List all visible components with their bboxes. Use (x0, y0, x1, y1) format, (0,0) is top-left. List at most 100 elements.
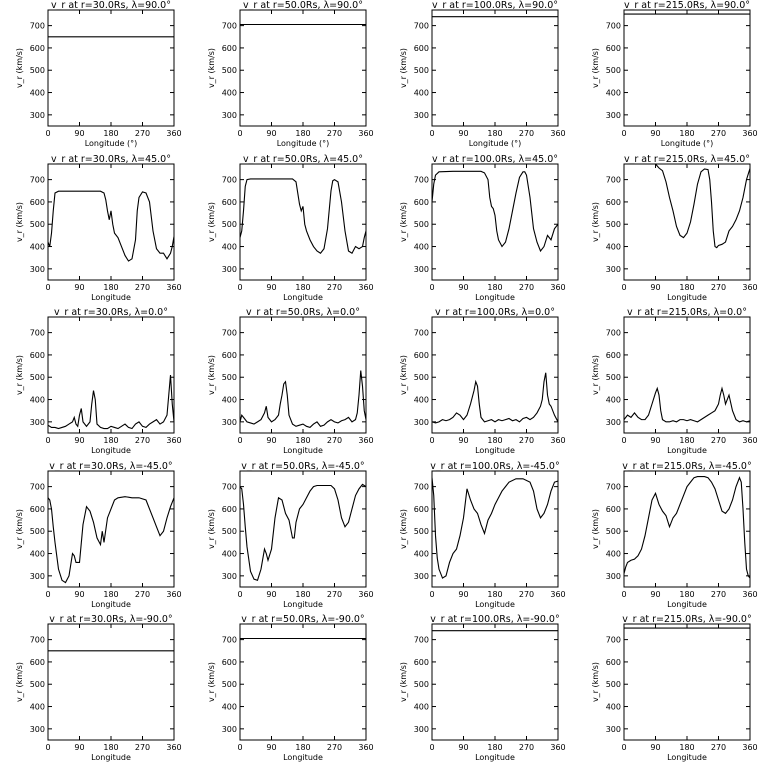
y-tick-label: 400 (30, 396, 45, 405)
x-tick-label: 270 (135, 743, 150, 752)
y-tick-label: 400 (222, 89, 237, 98)
series-line (48, 375, 174, 430)
chart-title: v_r at r=30.0Rs, λ=90.0° (51, 0, 171, 11)
x-axis-label: Longitude (283, 600, 323, 609)
chart-panel: v_r at r=30.0Rs, λ=0.0° 0 90 180 270 360 300 40… (0, 307, 192, 461)
y-axis-label: v_r (km/s) (15, 355, 24, 395)
y-axis-label: v_r (km/s) (399, 509, 408, 549)
x-tick-label: 0 (621, 129, 626, 138)
chart-svg: v_r at r=30.0Rs, λ=90.0° 0 90 180 270 360 300 4… (15, 0, 182, 148)
x-tick-label: 90 (458, 129, 468, 138)
series-line (48, 190, 174, 262)
x-tick-label: 0 (45, 743, 50, 752)
x-tick-label: 270 (135, 436, 150, 445)
y-tick-label: 500 (30, 527, 45, 536)
plot-frame (623, 9, 751, 127)
y-tick-label: 700 (30, 22, 45, 31)
x-axis-label: Longitude (667, 600, 707, 609)
y-tick-label: 500 (414, 66, 429, 75)
x-tick-label: 270 (327, 436, 342, 445)
series-line (240, 370, 366, 429)
x-tick-label: 270 (519, 743, 534, 752)
x-tick-label: 180 (295, 743, 310, 752)
y-tick-label: 400 (30, 242, 45, 251)
y-tick-label: 700 (414, 329, 429, 338)
x-tick-label: 360 (550, 743, 565, 752)
series-line (240, 483, 366, 581)
y-tick-label: 500 (414, 373, 429, 382)
y-tick-label: 600 (606, 658, 621, 667)
x-axis-label: Longitude (91, 293, 131, 302)
chart-title: v_r at r=50.0Rs, λ=0.0° (246, 307, 360, 318)
y-tick-label: 400 (414, 549, 429, 558)
plot-frame (239, 163, 367, 281)
series-line (624, 386, 750, 423)
chart-title: v_r at r=50.0Rs, λ=-90.0° (241, 614, 364, 625)
x-tick-label: 90 (650, 590, 660, 599)
y-axis-label: v_r (km/s) (591, 48, 600, 88)
chart-svg: v_r at r=50.0Rs, λ=45.0° 0 90 180 270 360 300 4… (207, 154, 374, 302)
x-axis-label: Longitude (475, 293, 515, 302)
x-tick-label: 360 (550, 590, 565, 599)
x-tick-label: 0 (237, 283, 242, 292)
y-axis-label: v_r (km/s) (15, 48, 24, 88)
chart-panel: v_r at r=30.0Rs, λ=90.0° 0 90 180 270 360 300 4… (0, 0, 192, 154)
y-tick-label: 300 (30, 418, 45, 427)
plot-frame (47, 316, 175, 434)
x-axis-label: Longitude (475, 446, 515, 455)
chart-title: v_r at r=50.0Rs, λ=90.0° (243, 0, 363, 11)
x-tick-label: 180 (103, 743, 118, 752)
x-tick-label: 360 (742, 129, 757, 138)
y-tick-label: 300 (414, 725, 429, 734)
y-tick-label: 500 (30, 681, 45, 690)
x-tick-label: 180 (679, 436, 694, 445)
chart-svg: v_r at r=30.0Rs, λ=0.0° 0 90 180 270 360 300 40… (15, 307, 182, 455)
y-tick-label: 700 (222, 22, 237, 31)
chart-svg: v_r at r=50.0Rs, λ=-90.0° 0 90 180 270 360 300… (207, 614, 374, 762)
x-tick-label: 0 (45, 436, 50, 445)
y-tick-label: 500 (606, 527, 621, 536)
y-tick-label: 500 (606, 681, 621, 690)
chart-title: v_r at r=50.0Rs, λ=-45.0° (241, 461, 364, 472)
y-tick-label: 700 (414, 636, 429, 645)
y-axis-label: v_r (km/s) (207, 662, 216, 702)
x-axis-label: Longitude (667, 446, 707, 455)
x-tick-label: 180 (487, 743, 502, 752)
x-tick-label: 270 (327, 743, 342, 752)
x-tick-label: 90 (266, 129, 276, 138)
chart-panel: v_r at r=100.0Rs, λ=90.0° 0 90 180 270 360 300… (384, 0, 576, 154)
chart-title: v_r at r=215.0Rs, λ=45.0° (624, 154, 750, 165)
x-tick-label: 270 (519, 129, 534, 138)
y-tick-label: 600 (30, 658, 45, 667)
x-tick-label: 0 (621, 743, 626, 752)
x-tick-label: 0 (45, 590, 50, 599)
x-tick-label: 90 (650, 743, 660, 752)
y-tick-label: 400 (414, 242, 429, 251)
y-tick-label: 300 (222, 725, 237, 734)
y-tick-label: 600 (414, 658, 429, 667)
x-tick-label: 0 (621, 590, 626, 599)
y-tick-label: 500 (606, 373, 621, 382)
chart-title: v_r at r=30.0Rs, λ=-45.0° (49, 461, 172, 472)
chart-title: v_r at r=215.0Rs, λ=90.0° (624, 0, 750, 11)
y-tick-label: 700 (30, 175, 45, 184)
y-tick-label: 500 (414, 681, 429, 690)
x-tick-label: 180 (295, 129, 310, 138)
y-axis-label: v_r (km/s) (591, 202, 600, 242)
chart-svg: v_r at r=215.0Rs, λ=0.0° 0 90 180 270 360 300 4… (591, 307, 758, 455)
x-tick-label: 180 (679, 283, 694, 292)
y-tick-label: 600 (222, 351, 237, 360)
y-axis-label: v_r (km/s) (207, 48, 216, 88)
chart-panel: v_r at r=215.0Rs, λ=-90.0° 0 90 180 270 360 30… (576, 614, 768, 768)
y-tick-label: 400 (222, 396, 237, 405)
x-tick-label: 90 (74, 129, 84, 138)
chart-svg: v_r at r=215.0Rs, λ=45.0° 0 90 180 270 360 300… (591, 154, 758, 302)
x-tick-label: 360 (742, 436, 757, 445)
y-tick-label: 400 (606, 89, 621, 98)
y-tick-label: 400 (414, 89, 429, 98)
y-tick-label: 300 (606, 111, 621, 120)
x-tick-label: 0 (621, 436, 626, 445)
chart-title: v_r at r=30.0Rs, λ=-90.0° (49, 614, 172, 625)
chart-panel: v_r at r=215.0Rs, λ=45.0° 0 90 180 270 360 300… (576, 154, 768, 308)
x-tick-label: 90 (458, 283, 468, 292)
